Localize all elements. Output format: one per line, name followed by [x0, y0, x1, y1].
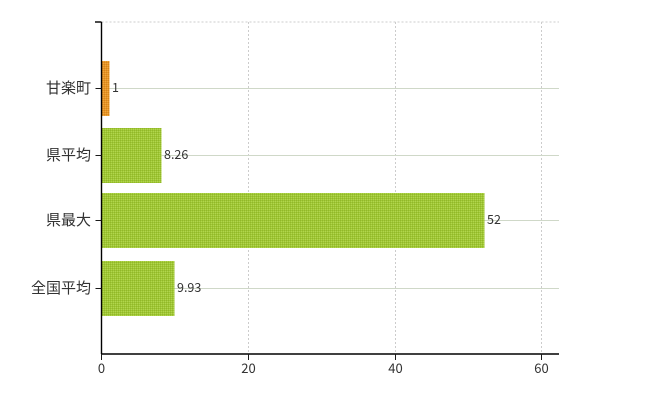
- svg-text:52: 52: [487, 209, 501, 228]
- svg-text:県最大: 県最大: [46, 209, 91, 230]
- svg-text:9.93: 9.93: [177, 277, 201, 296]
- svg-text:県平均: 県平均: [46, 144, 91, 165]
- svg-text:0: 0: [98, 358, 105, 377]
- svg-text:1: 1: [112, 77, 119, 96]
- svg-text:全国平均: 全国平均: [31, 277, 91, 298]
- svg-text:甘楽町: 甘楽町: [46, 77, 91, 98]
- svg-text:40: 40: [388, 358, 402, 377]
- svg-text:60: 60: [534, 358, 548, 377]
- svg-text:20: 20: [241, 358, 255, 377]
- svg-text:8.26: 8.26: [164, 144, 188, 163]
